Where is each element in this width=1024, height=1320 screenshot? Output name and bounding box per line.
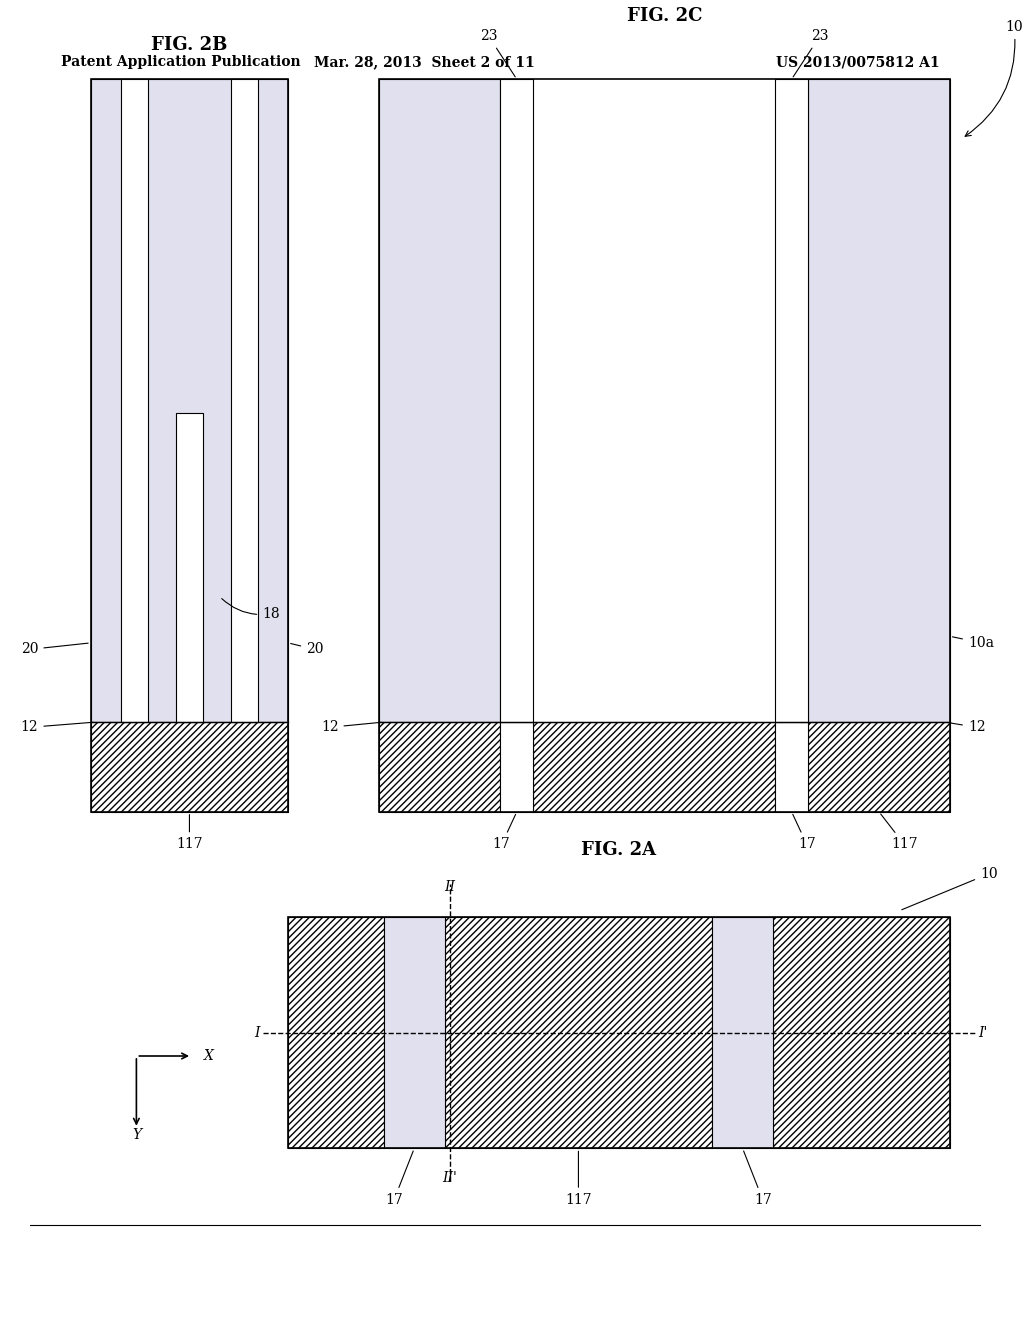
Text: 12: 12 [321, 721, 381, 734]
Text: 117: 117 [881, 814, 918, 851]
Text: FIG. 2A: FIG. 2A [582, 841, 656, 859]
Text: 20: 20 [20, 643, 88, 656]
Text: 23: 23 [794, 29, 828, 77]
Text: 10: 10 [966, 20, 1023, 136]
Text: X: X [204, 1049, 214, 1063]
Bar [500, 722, 534, 812]
Bar [176, 413, 203, 722]
Bar [379, 79, 949, 812]
Text: Mar. 28, 2013  Sheet 2 of 11: Mar. 28, 2013 Sheet 2 of 11 [314, 55, 535, 70]
Bar [808, 722, 949, 812]
Bar [773, 917, 949, 1148]
Text: II: II [444, 880, 455, 895]
Bar [775, 79, 808, 722]
Text: 17: 17 [793, 814, 816, 851]
Bar [500, 79, 534, 722]
Bar [91, 79, 288, 722]
Text: 10: 10 [902, 867, 997, 909]
Text: 18: 18 [222, 598, 280, 620]
Text: 117: 117 [176, 814, 203, 851]
Bar [231, 79, 258, 722]
Bar [713, 917, 773, 1148]
Bar [379, 722, 500, 812]
Bar [808, 79, 949, 722]
Bar [91, 722, 288, 812]
Text: I': I' [978, 1026, 987, 1040]
Text: II': II' [442, 1171, 457, 1185]
Text: 12: 12 [20, 721, 93, 734]
Bar [121, 79, 147, 722]
Bar [288, 917, 384, 1148]
Bar [444, 917, 713, 1148]
Text: Y: Y [132, 1127, 141, 1142]
Bar [91, 79, 288, 812]
Text: 17: 17 [743, 1151, 772, 1206]
Bar [288, 917, 949, 1148]
Text: 10a: 10a [952, 636, 994, 649]
Text: 23: 23 [480, 29, 515, 77]
Text: Patent Application Publication: Patent Application Publication [60, 55, 300, 70]
Bar [775, 722, 808, 812]
Text: I: I [254, 1026, 260, 1040]
Bar [379, 79, 500, 722]
Text: FIG. 2C: FIG. 2C [627, 7, 702, 25]
Text: 12: 12 [947, 721, 985, 734]
Text: US 2013/0075812 A1: US 2013/0075812 A1 [776, 55, 940, 70]
Bar [384, 917, 444, 1148]
Text: FIG. 2B: FIG. 2B [152, 36, 227, 54]
Bar [534, 79, 775, 722]
Text: 117: 117 [565, 1151, 592, 1206]
Text: 17: 17 [493, 814, 516, 851]
Text: 20: 20 [291, 643, 324, 656]
Text: 17: 17 [385, 1151, 414, 1206]
Bar [534, 722, 775, 812]
